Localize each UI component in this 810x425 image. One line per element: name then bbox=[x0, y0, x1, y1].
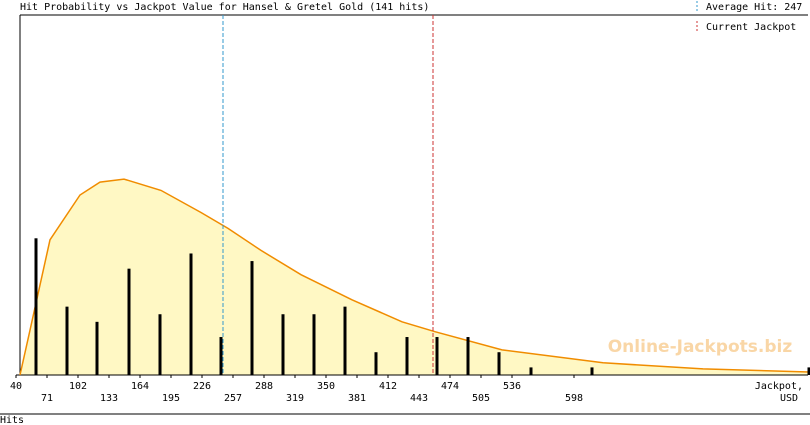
x-tick-label: 164 bbox=[131, 381, 149, 392]
bar bbox=[405, 337, 409, 375]
curve-area bbox=[20, 179, 809, 375]
bar bbox=[127, 268, 131, 375]
bar bbox=[65, 306, 69, 375]
x-axis-label: USD bbox=[780, 393, 798, 404]
x-tick-label: 505 bbox=[472, 393, 490, 404]
x-tick-label: 350 bbox=[317, 381, 335, 392]
bar bbox=[374, 352, 378, 375]
x-tick-label: 71 bbox=[41, 393, 53, 404]
bar bbox=[312, 314, 316, 375]
x-tick-label: 474 bbox=[441, 381, 459, 392]
x-tick-label: 598 bbox=[565, 393, 583, 404]
bar bbox=[250, 261, 254, 375]
curve-line bbox=[19, 178, 810, 376]
x-tick-label: 536 bbox=[503, 381, 521, 392]
bar bbox=[466, 337, 470, 375]
x-tick-label: 133 bbox=[100, 393, 118, 404]
bar bbox=[529, 367, 533, 375]
bar bbox=[189, 253, 193, 375]
rug-label: Hits bbox=[0, 415, 24, 425]
x-tick-label: 319 bbox=[286, 393, 304, 404]
chart-title: Hit Probability vs Jackpot Value for Han… bbox=[20, 2, 429, 13]
x-axis-label: Jackpot, bbox=[755, 381, 803, 392]
x-tick-label: 288 bbox=[255, 381, 273, 392]
x-tick-label: 40 bbox=[10, 381, 22, 392]
x-tick-label: 195 bbox=[162, 393, 180, 404]
bar bbox=[95, 321, 99, 375]
bar bbox=[435, 337, 439, 375]
x-tick-label: 102 bbox=[69, 381, 87, 392]
bar bbox=[807, 367, 810, 375]
x-tick-label: 381 bbox=[348, 393, 366, 404]
legend-label: Average Hit: 247 bbox=[706, 2, 802, 13]
bar bbox=[343, 306, 347, 375]
x-tick-label: 443 bbox=[410, 393, 428, 404]
bar bbox=[281, 314, 285, 375]
x-tick-label: 257 bbox=[224, 393, 242, 404]
legend-label: Current Jackpot bbox=[706, 22, 796, 33]
bar bbox=[34, 238, 38, 375]
bar bbox=[497, 352, 501, 375]
x-tick-label: 226 bbox=[193, 381, 211, 392]
x-tick-label: 412 bbox=[379, 381, 397, 392]
bar bbox=[158, 314, 162, 375]
bar bbox=[219, 337, 223, 375]
watermark: Online-Jackpots.biz bbox=[608, 337, 793, 357]
bar bbox=[590, 367, 594, 375]
